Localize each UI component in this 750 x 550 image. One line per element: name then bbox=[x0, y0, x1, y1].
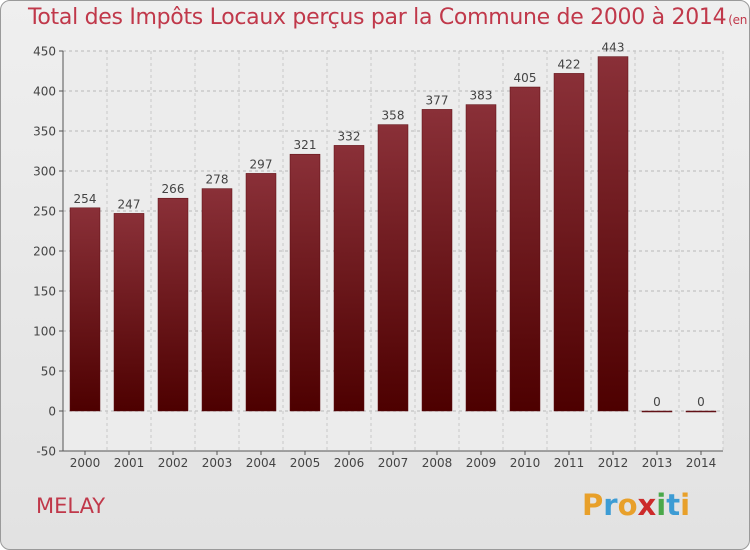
y-tick-label: -50 bbox=[36, 445, 56, 459]
y-tick-label: 50 bbox=[41, 365, 56, 379]
x-tick-label-2009: 2009 bbox=[466, 456, 497, 470]
chart-title-text: Total des Impôts Locaux perçus par la Co… bbox=[28, 5, 727, 30]
x-tick-label-2012: 2012 bbox=[598, 456, 629, 470]
bar-2012 bbox=[597, 56, 629, 412]
y-tick-label: 0 bbox=[48, 405, 56, 419]
data-label-2012: 443 bbox=[602, 41, 625, 55]
bar-2004 bbox=[245, 173, 277, 412]
data-label-2006: 332 bbox=[338, 129, 361, 143]
data-label-2005: 321 bbox=[294, 138, 317, 152]
bar-2006 bbox=[333, 145, 365, 412]
x-tick-label-2000: 2000 bbox=[70, 456, 101, 470]
bar-2001 bbox=[113, 213, 145, 412]
data-label-2000: 254 bbox=[74, 192, 97, 206]
x-tick-label-2007: 2007 bbox=[378, 456, 409, 470]
x-tick-label-2011: 2011 bbox=[554, 456, 585, 470]
data-label-2002: 266 bbox=[162, 182, 185, 196]
x-tick-label-2013: 2013 bbox=[642, 456, 673, 470]
x-tick-label-2005: 2005 bbox=[290, 456, 321, 470]
logo-letter: i bbox=[656, 488, 667, 522]
bar-2003 bbox=[201, 188, 233, 412]
bar-2013 bbox=[641, 410, 673, 413]
data-label-2008: 377 bbox=[426, 93, 449, 107]
bar-2014 bbox=[685, 410, 717, 413]
y-tick-label: 300 bbox=[33, 165, 56, 179]
data-label-2011: 422 bbox=[558, 57, 581, 71]
bar-2007 bbox=[377, 124, 409, 412]
chart-title: Total des Impôts Locaux perçus par la Co… bbox=[28, 5, 749, 30]
logo-letter: x bbox=[637, 488, 657, 522]
data-label-2010: 405 bbox=[514, 71, 537, 85]
y-tick-label: 250 bbox=[33, 205, 56, 219]
logo-letter: r bbox=[603, 488, 618, 522]
logo-letter: o bbox=[617, 488, 638, 522]
chart-unit: (en milliers d'€) bbox=[728, 13, 749, 27]
data-label-2003: 278 bbox=[206, 173, 229, 187]
x-tick-label-2010: 2010 bbox=[510, 456, 541, 470]
y-tick-label: 100 bbox=[33, 325, 56, 339]
bar-2011 bbox=[553, 73, 585, 412]
x-tick-label-2002: 2002 bbox=[158, 456, 189, 470]
data-label-2004: 297 bbox=[250, 157, 273, 171]
x-tick-label-2001: 2001 bbox=[114, 456, 145, 470]
bar-2010 bbox=[509, 86, 541, 412]
y-tick-label: 400 bbox=[33, 85, 56, 99]
x-tick-label-2004: 2004 bbox=[246, 456, 277, 470]
x-tick-label-2014: 2014 bbox=[686, 456, 717, 470]
data-label-2009: 383 bbox=[470, 89, 493, 103]
y-tick-label: 150 bbox=[33, 285, 56, 299]
y-tick-label: 450 bbox=[33, 45, 56, 59]
data-label-2013: 0 bbox=[653, 395, 661, 409]
bar-2002 bbox=[157, 197, 189, 412]
bar-2009 bbox=[465, 104, 497, 412]
commune-name: MELAY bbox=[36, 494, 106, 518]
x-tick-label-2008: 2008 bbox=[422, 456, 453, 470]
y-tick-label: 200 bbox=[33, 245, 56, 259]
x-tick-label-2006: 2006 bbox=[334, 456, 365, 470]
x-tick-label-2003: 2003 bbox=[202, 456, 233, 470]
logo-letter: P bbox=[582, 488, 604, 522]
y-tick-label: 350 bbox=[33, 125, 56, 139]
logo-letter: i bbox=[680, 488, 691, 522]
data-label-2001: 247 bbox=[118, 197, 141, 211]
bar-2000 bbox=[69, 207, 101, 412]
bar-2005 bbox=[289, 153, 321, 412]
logo-letter: t bbox=[666, 488, 681, 522]
proxiti-logo: Proxiti bbox=[582, 488, 690, 522]
data-label-2007: 358 bbox=[382, 109, 405, 123]
bar-2008 bbox=[421, 109, 453, 412]
data-label-2014: 0 bbox=[697, 395, 705, 409]
